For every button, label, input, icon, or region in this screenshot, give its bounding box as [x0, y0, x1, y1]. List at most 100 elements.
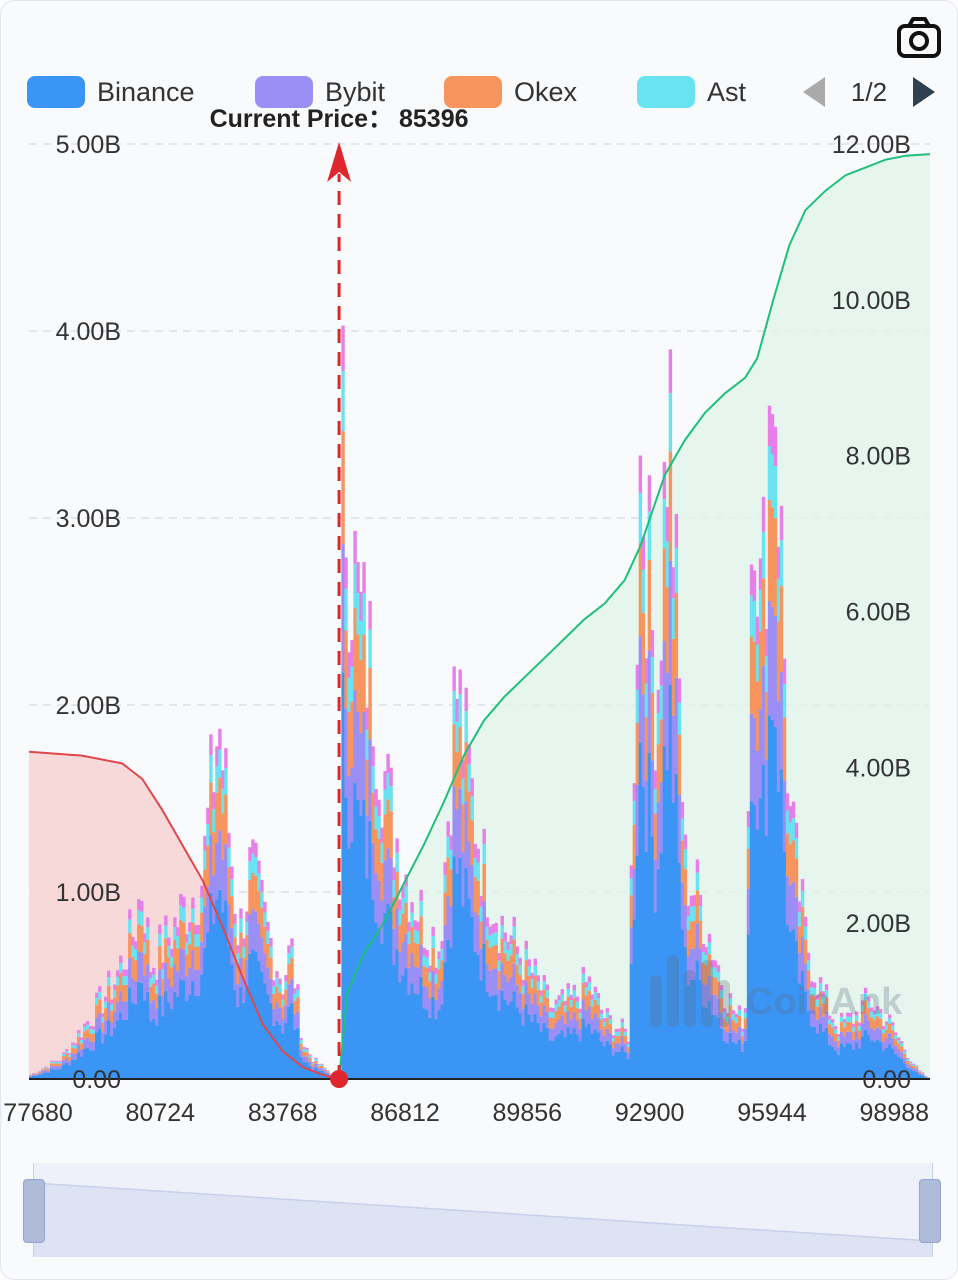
bar-segment-other — [50, 1060, 54, 1062]
bar-segment-binance — [497, 1011, 501, 1079]
bar-segment-binance — [41, 1073, 45, 1079]
bar-segment-binance — [821, 1031, 826, 1079]
bar-segment-okex — [296, 997, 300, 1012]
bar-segment-ast — [47, 1068, 51, 1070]
bar-segment-ast — [98, 991, 102, 1000]
bar-segment-okex — [791, 840, 796, 883]
bar-segment-ast — [830, 1022, 835, 1028]
bar-segment-ast — [206, 823, 210, 846]
bar-segment-okex — [488, 947, 492, 971]
bar-segment-ast — [128, 919, 132, 934]
bar-segment-binance — [272, 1025, 276, 1079]
bar-segment-binance — [722, 1040, 727, 1079]
bar-segment-other — [704, 947, 709, 955]
bar-segment-bybit — [710, 994, 715, 1015]
bar-segment-binance — [920, 1075, 925, 1079]
bar-segment-okex — [521, 993, 525, 1009]
bar-segment-okex — [914, 1067, 919, 1070]
bar-segment-other — [794, 822, 799, 839]
bar-segment-bybit — [257, 923, 261, 962]
bar-segment-ast — [356, 593, 360, 635]
bar-segment-other — [74, 1043, 78, 1046]
bar-segment-okex — [533, 975, 537, 994]
bar-segment-okex — [464, 742, 468, 802]
bar-segment-ast — [473, 857, 477, 877]
zoom-slider-preview — [33, 1182, 933, 1257]
bar-segment-ast — [290, 946, 294, 959]
legend-prev-button[interactable] — [801, 75, 829, 109]
bar-segment-other — [113, 984, 117, 991]
bar-segment-binance — [101, 1043, 105, 1079]
bar-segment-binance — [848, 1043, 853, 1079]
bar-segment-ast — [779, 540, 784, 587]
bar-segment-ast — [782, 683, 787, 718]
bar-segment-bybit — [596, 1017, 601, 1033]
bar-segment-binance — [782, 852, 787, 1079]
bar-segment-ast — [563, 1005, 567, 1012]
zoom-handle-left[interactable] — [23, 1179, 45, 1243]
bar-segment-other — [917, 1070, 922, 1071]
bar-segment-okex — [686, 929, 691, 956]
bar-segment-bybit — [536, 1005, 540, 1023]
bar-segment-binance — [713, 1015, 718, 1079]
bar-segment-bybit — [569, 1019, 573, 1034]
bar-segment-other — [773, 426, 778, 466]
bar-segment-other — [248, 847, 252, 862]
bar-segment-binance — [845, 1043, 850, 1079]
bar-segment-okex — [800, 907, 805, 938]
bar-segment-ast — [386, 773, 390, 800]
bar-segment-bybit — [35, 1074, 39, 1076]
bar-segment-binance — [680, 929, 685, 1079]
bar-segment-bybit — [506, 981, 510, 1005]
bar-segment-ast — [917, 1070, 922, 1072]
bar-segment-binance — [377, 928, 381, 1079]
bar-segment-binance — [248, 953, 252, 1079]
bar-segment-okex — [191, 923, 195, 951]
bar-segment-binance — [281, 1033, 285, 1079]
bar-segment-ast — [707, 942, 712, 955]
bar-segment-binance — [593, 1029, 598, 1079]
camera-icon-button[interactable] — [894, 15, 944, 61]
legend-item-bybit[interactable]: Bybit — [255, 73, 385, 111]
bar-segment-okex — [839, 1022, 844, 1033]
bar-segment-bybit — [80, 1049, 84, 1057]
bar-segment-other — [647, 475, 652, 512]
bar-segment-okex — [605, 1018, 610, 1029]
bar-segment-other — [584, 981, 589, 988]
bar-segment-binance — [470, 916, 474, 1079]
bar-segment-other — [527, 959, 531, 967]
bar-segment-okex — [416, 943, 420, 968]
legend-next-button[interactable] — [909, 75, 937, 109]
bar-segment-ast — [215, 766, 219, 793]
legend-item-ast[interactable]: Ast — [637, 73, 746, 111]
bar-segment-ast — [44, 1067, 48, 1069]
legend-item-binance[interactable]: Binance — [27, 73, 195, 111]
bar-segment-bybit — [155, 1008, 159, 1026]
bar-segment-okex — [722, 1018, 727, 1029]
bar-segment-other — [797, 901, 802, 913]
right-axis-tick-label: 10.00B — [832, 287, 911, 315]
bar-segment-okex — [86, 1029, 90, 1038]
bar-segment-bybit — [248, 914, 252, 954]
bar-segment-other — [623, 1028, 628, 1032]
bar-segment-other — [122, 969, 126, 977]
bar-segment-other — [866, 996, 871, 1002]
bar-segment-bybit — [305, 1056, 309, 1063]
bar-segment-binance — [695, 960, 700, 1079]
bar-segment-binance — [734, 1043, 739, 1079]
zoom-handle-right[interactable] — [919, 1179, 941, 1243]
bar-segment-bybit — [617, 1043, 622, 1052]
legend-item-okex[interactable]: Okex — [444, 73, 577, 111]
long-cumulative-line — [338, 153, 931, 1080]
bar-segment-okex — [674, 593, 679, 678]
bar-segment-bybit — [884, 1038, 889, 1048]
bar-segment-other — [776, 546, 781, 579]
bar-segment-bybit — [362, 712, 366, 800]
bar-segment-okex — [689, 921, 694, 949]
bar-segment-okex — [221, 813, 225, 860]
zoom-slider-track[interactable] — [33, 1163, 933, 1257]
bar-segment-ast — [860, 1005, 865, 1012]
bar-segment-other — [608, 1015, 613, 1020]
legend-label-bybit: Bybit — [325, 76, 386, 107]
bar-segment-ast — [437, 959, 441, 970]
